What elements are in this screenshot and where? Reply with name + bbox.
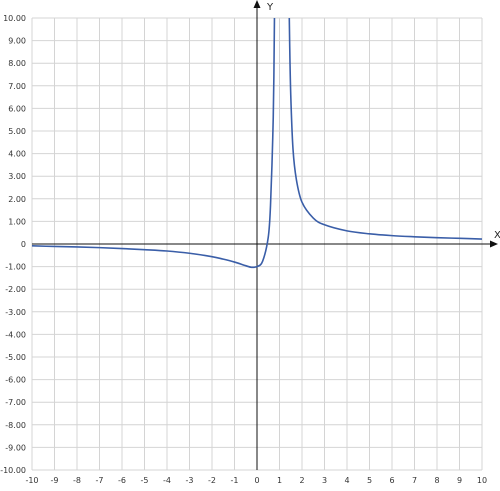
y-tick-label: 9.00 (8, 37, 26, 46)
y-axis-label: Y (266, 2, 274, 13)
y-tick-label: -4.00 (5, 330, 26, 339)
x-tick-label: -1 (231, 476, 239, 485)
x-tick-label: 3 (322, 476, 327, 485)
y-tick-label: 5.00 (8, 127, 26, 136)
series-line-segment (32, 18, 276, 269)
y-tick-label: 0 (21, 240, 26, 249)
y-tick-label: -2.00 (5, 285, 26, 294)
x-axis-label: X (494, 230, 500, 241)
x-axis-arrow-icon (490, 240, 498, 248)
y-tick-label: 8.00 (8, 59, 26, 68)
y-tick-label: -6.00 (5, 376, 26, 385)
y-tick-label: -5.00 (5, 353, 26, 362)
x-tick-label: 4 (344, 476, 349, 485)
y-tick-label: 3.00 (8, 172, 26, 181)
x-tick-label: 2 (299, 476, 304, 485)
x-tick-label: 8 (434, 476, 439, 485)
y-tick-label: -8.00 (5, 421, 26, 430)
series-line-segment (288, 18, 482, 240)
x-tick-label: 7 (412, 476, 417, 485)
y-tick-label: 7.00 (8, 82, 26, 91)
y-tick-label: 6.00 (8, 104, 26, 113)
y-tick-label: -7.00 (5, 398, 26, 407)
x-tick-label: -5 (141, 476, 149, 485)
y-tick-label: 10.00 (3, 14, 26, 23)
x-tick-label: -6 (118, 476, 126, 485)
x-tick-label: 10 (477, 476, 487, 485)
x-tick-label: -8 (73, 476, 81, 485)
y-axis-arrow-icon (253, 0, 261, 8)
x-tick-label: -3 (186, 476, 194, 485)
y-tick-label: -9.00 (5, 443, 26, 452)
x-tick-label: 1 (277, 476, 282, 485)
x-tick-label: -9 (51, 476, 59, 485)
y-tick-label: -10.00 (0, 466, 26, 475)
x-tick-label: 0 (254, 476, 259, 485)
curve-layer (32, 18, 482, 269)
y-tick-label: -1.00 (5, 263, 26, 272)
y-tick-label: 4.00 (8, 150, 26, 159)
y-tick-label: -3.00 (5, 308, 26, 317)
y-tick-label: 1.00 (8, 217, 26, 226)
axes (32, 0, 498, 470)
x-tick-label: -7 (96, 476, 104, 485)
x-tick-label: 5 (367, 476, 372, 485)
x-tick-label: 6 (389, 476, 394, 485)
x-tick-label: 9 (457, 476, 462, 485)
x-tick-labels: -10 -9 -8 -7 -6 -5 -4 -3 -2 -1 0 1 2 3 4 5 6 7 8 9 10 (25, 476, 487, 485)
x-tick-label: -4 (163, 476, 171, 485)
x-tick-label: -2 (208, 476, 216, 485)
y-tick-label: 2.00 (8, 195, 26, 204)
x-tick-label: -10 (25, 476, 38, 485)
y-tick-labels: 10.00 9.00 8.00 7.00 6.00 5.00 4.00 3.00 2.00 1.0… (0, 14, 26, 475)
